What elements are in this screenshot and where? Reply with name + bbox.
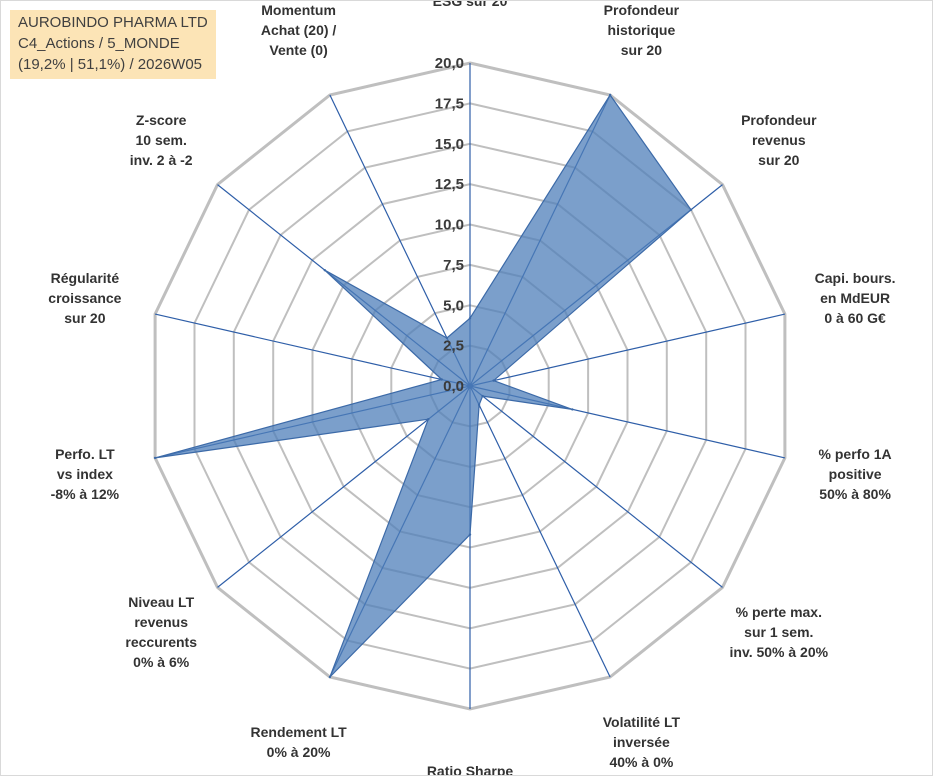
axis-label-line: sur 20 — [64, 310, 106, 327]
axis-label-8: Rendement LT 0% à 20% — [250, 722, 346, 762]
data-point-0 — [468, 317, 472, 320]
axis-label-line: Niveau LT — [128, 594, 195, 611]
tick-label-0: 0,0 — [443, 378, 464, 395]
axis-spoke-3 — [469, 313, 786, 387]
tick-label-7: 17,5 — [435, 95, 464, 112]
axis-label-line: sur 20 — [620, 42, 663, 59]
axis-label-5: % perte max. sur 1 sem. inv. 50% à 20% — [730, 602, 829, 662]
chart-subtitle-category: C4_Actions / 5_MONDE — [18, 35, 180, 52]
axis-label-line: % perfo 1A — [818, 445, 892, 462]
axis-label-line: reccurents — [125, 634, 197, 651]
axis-label-line: Z-score — [135, 111, 187, 128]
data-point-10 — [153, 456, 157, 460]
axis-label-4: % perfo 1A positive 50% à 80% — [819, 444, 892, 504]
axis-label-6: Volatilité LT inversée 40% à 0% — [603, 712, 680, 772]
tick-label-6: 15,0 — [435, 136, 464, 153]
axis-label-line: 0 à 60 G€ — [824, 310, 886, 327]
axis-label-line: en MdEUR — [820, 290, 891, 307]
axis-label-12: Z-score 10 sem. inv. 2 à -2 — [130, 110, 193, 170]
chart-title-box: AUROBINDO PHARMA LTD C4_Actions / 5_MOND… — [10, 10, 216, 79]
axis-label-line: Capi. bours. — [814, 270, 896, 287]
axis-label-line: -8% à 12% — [50, 485, 120, 502]
data-point-11 — [440, 378, 443, 381]
axis-label-line: Vente (0) — [269, 42, 328, 59]
axis-label-line: revenus — [134, 614, 189, 631]
axis-label-11: Régularité croissance sur 20 — [48, 268, 121, 328]
data-point-2 — [689, 208, 693, 211]
tick-label-1: 2,5 — [443, 338, 464, 355]
axis-label-line: Perfo. LT — [55, 445, 115, 462]
series-area-0 — [154, 93, 692, 678]
axis-label-2: Profondeur revenus sur 20 — [741, 110, 816, 170]
axis-label-line: Ratio Sharpe — [426, 763, 514, 776]
axis-label-line: inv. 2 à -2 — [129, 151, 193, 168]
axis-label-line: 0% à 20% — [266, 743, 331, 760]
chart-subtitle-stats: (19,2% | 51,1%) / 2026W05 — [18, 56, 202, 73]
axis-spoke-6 — [469, 385, 611, 678]
axis-label-line: sur 20 — [758, 151, 800, 168]
axis-label-line: 50% à 80% — [819, 485, 891, 502]
axis-label-line: 10 sem. — [135, 131, 187, 148]
data-point-6 — [477, 403, 481, 407]
axis-label-line: Momentum — [261, 2, 336, 19]
axis-label-13: Momentum Achat (20) / Vente (0) — [260, 1, 337, 60]
axis-label-7: Ratio Sharpe0 à 1 — [426, 761, 514, 776]
data-point-3 — [492, 379, 495, 382]
data-point-12 — [323, 269, 326, 272]
tick-label-5: 12,5 — [435, 176, 464, 193]
axis-label-line: ESG sur 20 — [432, 0, 508, 9]
axis-label-9: Niveau LT revenus reccurents 0% à 6% — [125, 592, 197, 672]
data-point-7 — [468, 533, 472, 536]
data-point-4 — [571, 408, 574, 411]
radar-tick-labels: 0,0 2,5 5,0 7,5 10,0 12,5 15,0 17,5 20,0 — [435, 55, 464, 395]
axis-label-line: revenus — [751, 131, 806, 148]
data-point-5 — [481, 394, 484, 398]
axis-label-line: Achat (20) / — [260, 22, 337, 39]
axis-label-line: 40% à 0% — [609, 753, 674, 770]
tick-label-3: 7,5 — [443, 257, 464, 274]
axis-label-line: sur 1 sem. — [744, 624, 814, 641]
axis-label-10: Perfo. LT vs index -8% à 12% — [51, 444, 119, 504]
axis-label-line: inv. 50% à 20% — [729, 644, 829, 661]
tick-label-8: 20,0 — [435, 55, 464, 72]
axis-label-line: historique — [607, 22, 676, 39]
axis-label-line: inversée — [612, 733, 670, 750]
chart-title: AUROBINDO PHARMA LTD — [18, 14, 208, 31]
axis-label-3: Capi. bours. en MdEUR 0 à 60 G€ — [815, 268, 896, 328]
axis-spoke-11 — [154, 313, 471, 387]
axis-label-line: Rendement LT — [250, 723, 347, 740]
axis-label-1: Profondeur historique sur 20 — [603, 1, 680, 60]
data-point-13 — [445, 336, 449, 340]
axis-label-line: % perte max. — [735, 604, 822, 621]
axis-label-line: Profondeur — [741, 111, 817, 128]
axis-label-0: NoteESG sur 20 — [432, 0, 508, 11]
axis-label-line: 0% à 6% — [133, 654, 190, 671]
data-point-1 — [608, 93, 612, 97]
data-point-8 — [328, 675, 332, 679]
axis-label-line: Régularité — [50, 270, 120, 287]
axis-label-line: vs index — [56, 465, 113, 482]
axis-label-line: croissance — [48, 290, 122, 307]
axis-label-line: positive — [828, 465, 882, 482]
tick-label-2: 5,0 — [443, 297, 464, 314]
axis-spoke-5 — [469, 385, 723, 588]
radar-series — [153, 93, 693, 679]
data-point-9 — [427, 418, 430, 421]
tick-label-4: 10,0 — [435, 217, 464, 234]
axis-label-line: Volatilité LT — [602, 713, 681, 730]
axis-label-line: Profondeur — [603, 2, 680, 19]
